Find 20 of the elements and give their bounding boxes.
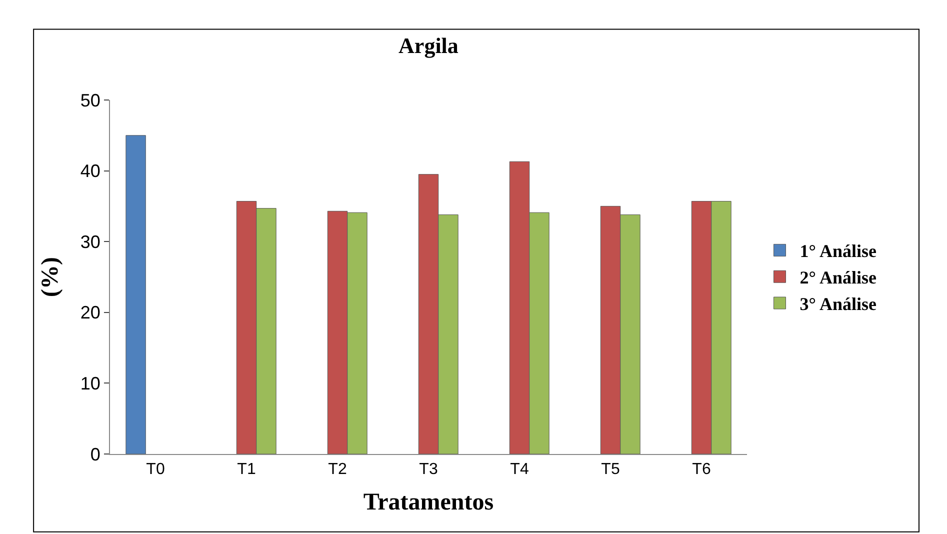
chart-title: Argila [398, 32, 458, 58]
legend-label: 1° Análise [800, 241, 876, 262]
x-tick-label: T1 [237, 461, 256, 478]
y-tick-label: 0 [90, 444, 100, 464]
y-tick-label: 50 [80, 90, 100, 110]
x-tick-label: T2 [328, 461, 347, 478]
y-axis-title: (%) [37, 257, 64, 297]
x-tick-label: T3 [419, 461, 438, 478]
y-tick-label: 10 [80, 374, 100, 394]
x-axis-title: Tratamentos [363, 490, 494, 516]
y-tick-label: 30 [80, 232, 100, 252]
y-tick-label: 20 [80, 302, 100, 323]
legend-label: 3° Análise [800, 294, 876, 314]
legend-label: 2° Análise [800, 268, 876, 288]
x-tick-label: T0 [146, 461, 165, 478]
y-tick-label: 40 [80, 161, 100, 182]
x-tick-label: T4 [510, 461, 529, 478]
bar [126, 135, 146, 454]
x-tick-label: T6 [692, 461, 711, 478]
x-tick-label: T5 [601, 461, 620, 478]
